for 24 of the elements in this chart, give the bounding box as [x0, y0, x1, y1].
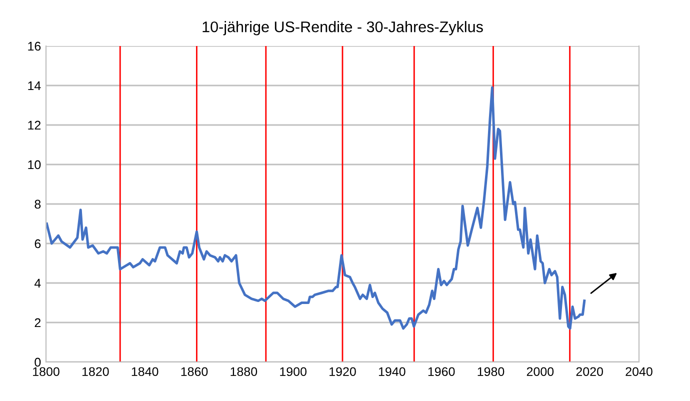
x-tick-label: 1840: [132, 367, 158, 376]
x-tick-label: 1820: [82, 367, 109, 376]
line-series: [46, 86, 586, 330]
x-tick-label: 1860: [181, 367, 208, 376]
x-tick-label: 2020: [576, 367, 603, 376]
chart-title: 10-jährige US-Rendite - 30-Jahres-Zyklus: [202, 21, 483, 36]
x-tick-label: 2040: [626, 367, 652, 376]
y-tick-label: 4: [34, 278, 41, 288]
x-tick-label: 1800: [33, 367, 60, 376]
x-tick-label: 2000: [526, 367, 554, 376]
y-tick-label: 16: [28, 42, 41, 51]
y-tick-label: 2: [34, 318, 41, 328]
y-tick-label: 12: [28, 120, 41, 130]
y-tick-label: 0: [34, 358, 41, 367]
x-tick-label: 1880: [230, 367, 258, 376]
x-tick-label: 1960: [428, 367, 455, 376]
x-tick-label: 1920: [330, 367, 356, 376]
y-tick-label: 10: [28, 160, 41, 170]
x-tick-label: 1940: [378, 367, 406, 376]
y-tick-label: 8: [34, 200, 41, 209]
y-tick-label: 14: [28, 81, 41, 90]
y-tick-label: 6: [34, 239, 41, 248]
x-tick-label: 1900: [280, 367, 306, 376]
x-tick-label: 1980: [478, 367, 504, 376]
